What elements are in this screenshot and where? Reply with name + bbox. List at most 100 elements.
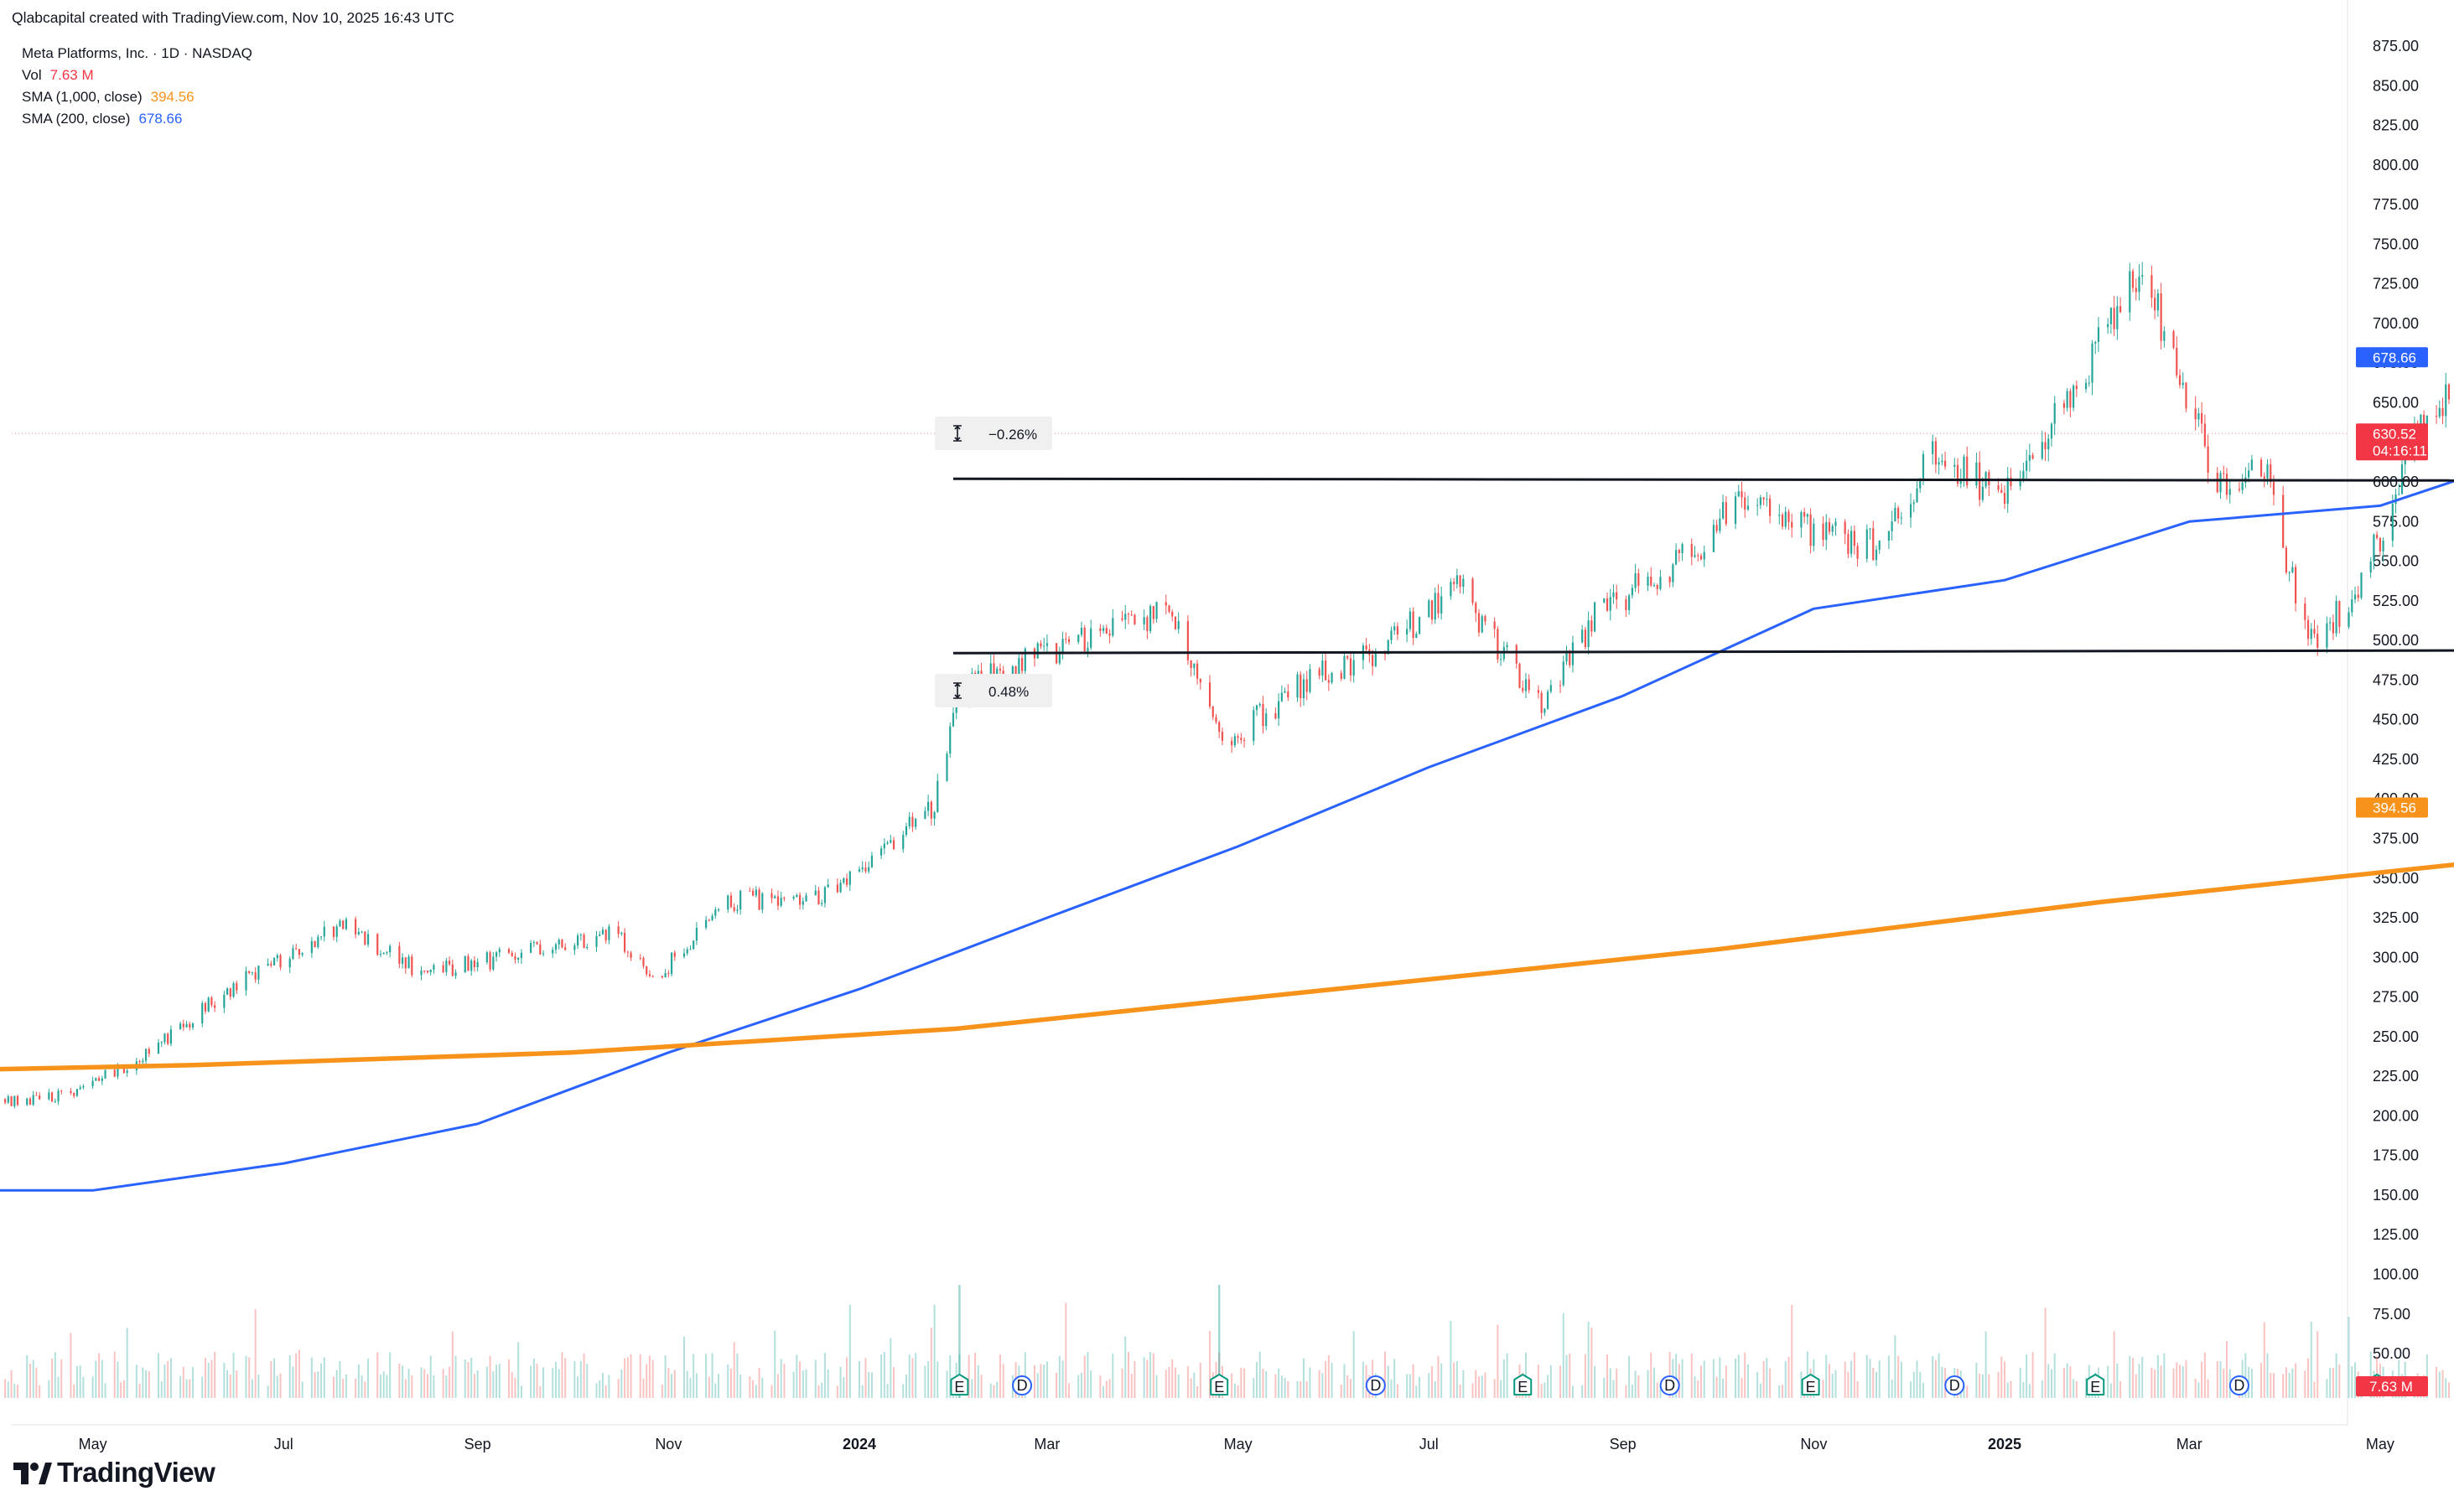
earnings-marker-icon[interactable]	[1513, 1374, 1533, 1395]
volume-bar	[1346, 1375, 1349, 1398]
resistance-line-600[interactable]	[952, 477, 2454, 482]
earnings-marker-icon[interactable]	[1210, 1374, 1229, 1395]
volume-bar	[1349, 1379, 1352, 1398]
candle-body	[880, 848, 883, 856]
volume-bar	[386, 1375, 388, 1398]
candle-body	[1656, 585, 1658, 589]
candle-body	[179, 1023, 182, 1030]
candlesticks[interactable]	[0, 155, 2454, 1290]
volume-bar	[1321, 1373, 1324, 1398]
plot-background[interactable]	[12, 0, 2348, 1425]
candle-body	[1331, 672, 1333, 683]
volume-bar	[927, 1360, 930, 1398]
candle-body	[1024, 648, 1026, 671]
candle-body	[314, 940, 316, 947]
legend-vol[interactable]: Vol 7.63 M	[22, 65, 94, 85]
candle-body	[2154, 298, 2156, 311]
volume-bar	[489, 1355, 491, 1398]
volume-badge[interactable]	[2356, 1376, 2428, 1396]
candle-body	[7, 1096, 9, 1103]
candle-body	[1112, 618, 1114, 636]
candle-body	[839, 883, 842, 893]
sma1000-price-badge[interactable]	[2356, 797, 2428, 818]
dividend-marker-icon[interactable]	[1944, 1375, 1965, 1395]
volume-bar	[2354, 1362, 2357, 1398]
volume-bar	[288, 1355, 291, 1398]
volume-bar	[13, 1383, 16, 1398]
candle-body	[167, 1033, 169, 1044]
candle-body	[148, 1049, 150, 1054]
volume-bar	[1603, 1377, 1606, 1398]
volume-bar	[1190, 1378, 1192, 1398]
earnings-marker-icon[interactable]	[950, 1374, 969, 1395]
candle-body	[1806, 514, 1808, 517]
volume-bar	[411, 1375, 413, 1398]
dividend-marker-icon[interactable]	[1659, 1375, 1680, 1395]
candle-body	[1768, 498, 1772, 516]
measure-box[interactable]	[935, 417, 1052, 450]
volume-bar	[577, 1376, 579, 1398]
volume-bar	[476, 1370, 479, 1398]
candle-body	[464, 955, 466, 973]
volume-bar	[251, 1379, 253, 1398]
candle-body	[2294, 567, 2297, 604]
candle-body	[520, 952, 523, 959]
volume-bar	[1287, 1381, 1289, 1398]
tradingview-logo[interactable]: TradingView	[13, 1457, 215, 1489]
volume-bar	[1737, 1354, 1740, 1398]
sma200-line[interactable]	[0, 357, 2454, 1192]
volume-bar	[2053, 1353, 2056, 1398]
legend-sma200-value: 678.66	[138, 111, 183, 127]
candle-body	[1437, 593, 1440, 614]
candle-body	[1287, 691, 1289, 698]
price-tick-label: 600.00	[2373, 474, 2419, 490]
volume-bar	[520, 1385, 522, 1398]
candle-body	[686, 949, 688, 954]
volume-bar	[689, 1377, 692, 1398]
candle-body	[2335, 601, 2337, 634]
sma1000-line[interactable]	[0, 808, 2454, 1074]
candle-body	[1528, 679, 1530, 691]
volume-bar	[1134, 1360, 1136, 1398]
candle-body	[1518, 663, 1521, 688]
volume-bar	[1061, 1360, 1064, 1398]
candle-body	[1143, 617, 1145, 624]
candle-body	[1932, 441, 1934, 454]
candle-body	[617, 926, 620, 935]
dividend-marker-icon[interactable]	[1365, 1375, 1386, 1395]
candle-body	[861, 867, 864, 870]
candle-body	[511, 952, 513, 956]
volume-bar	[379, 1375, 381, 1398]
candle-body	[2369, 561, 2372, 573]
candle-body	[182, 1023, 184, 1028]
volume-bar	[467, 1362, 470, 1398]
volume-bar	[79, 1365, 81, 1398]
legend-sma1000[interactable]: SMA (1,000, close) 394.56	[22, 87, 195, 107]
volume-bar	[1177, 1375, 1180, 1398]
candle-body	[1371, 655, 1374, 666]
last-price-badge[interactable]	[2356, 423, 2428, 461]
volume-bar	[1327, 1355, 1330, 1398]
legend-sma200[interactable]: SMA (200, close) 678.66	[22, 109, 182, 129]
candle-body	[1565, 651, 1568, 662]
dividend-marker-icon[interactable]	[2228, 1375, 2249, 1395]
earnings-marker-icon[interactable]	[2086, 1374, 2105, 1395]
last-price-badge-countdown: 04:16:11	[2373, 443, 2427, 458]
volume-bar	[2207, 1379, 2209, 1398]
dividend-marker-icon[interactable]	[1012, 1375, 1033, 1395]
support-line-495[interactable]	[952, 649, 2454, 655]
sma200-price-badge[interactable]	[2356, 347, 2428, 368]
volume-bar	[1196, 1385, 1199, 1398]
earnings-marker-icon[interactable]	[1801, 1374, 1820, 1395]
measure-box[interactable]	[935, 674, 1052, 707]
candle-body	[682, 953, 686, 957]
volume-bar	[1365, 1364, 1367, 1398]
candle-body	[1922, 453, 1925, 479]
volume-bar	[1253, 1378, 1255, 1398]
volume-bar	[1831, 1374, 1834, 1398]
price-tick-label: 775.00	[2373, 196, 2419, 213]
volume-bar	[693, 1354, 695, 1398]
candle-body	[1631, 588, 1633, 596]
